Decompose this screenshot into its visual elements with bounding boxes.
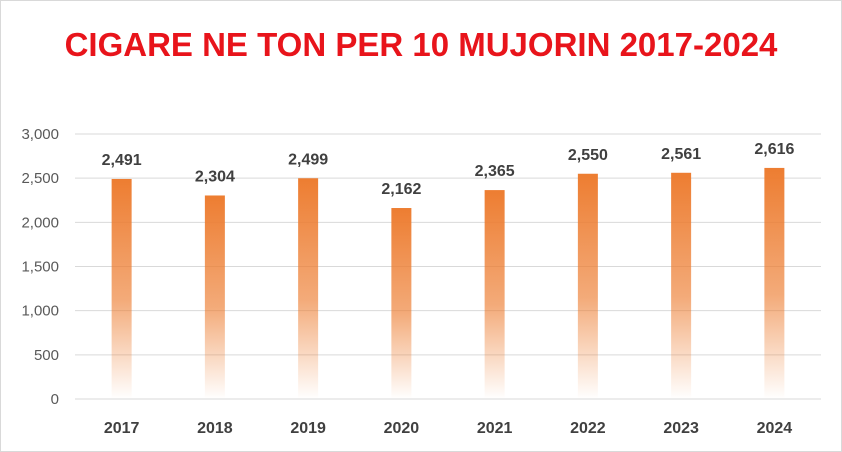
data-label-2019: 2,499 [288,151,328,168]
x-tick-label-2019: 2019 [290,420,326,437]
y-tick-label: 3,000 [21,126,59,143]
bar-2018 [204,195,225,399]
data-label-2024: 2,616 [754,141,794,158]
data-label-2018: 2,304 [195,168,235,185]
y-tick-label: 1,000 [21,303,59,320]
x-axis-ticks: 2017 2018 2019 2020 2021 2022 2023 2024 [104,420,792,437]
y-tick-label: 0 [51,391,59,408]
data-labels: 2,491 2,304 2,499 2,162 2,365 2,550 2,561 2,616 [102,141,795,198]
bar-2021 [484,190,505,399]
y-tick-label: 2,500 [21,170,59,187]
data-label-2020: 2,162 [381,181,421,198]
data-label-2023: 2,561 [661,146,701,163]
bar-2023 [671,172,692,399]
x-tick-label-2021: 2021 [477,420,513,437]
bar-2020 [391,208,412,399]
data-label-2021: 2,365 [475,163,515,180]
bar-2024 [764,167,785,399]
bar-2017 [111,178,132,399]
chart-title: CIGARE NE TON PER 10 MUJORIN 2017-2024 [64,26,778,63]
x-tick-label-2017: 2017 [104,420,140,437]
y-tick-label: 500 [34,347,59,364]
y-axis-ticks: 0 500 1,000 1,500 2,000 2,500 3,000 [21,126,59,408]
x-tick-label-2020: 2020 [384,420,420,437]
data-label-2017: 2,491 [102,152,142,169]
y-tick-label: 1,500 [21,259,59,276]
gridlines [75,133,821,400]
data-label-2022: 2,550 [568,147,608,164]
bar-2022 [577,173,598,399]
x-tick-label-2023: 2023 [663,420,699,437]
y-tick-label: 2,000 [21,214,59,231]
x-tick-label-2024: 2024 [757,420,793,437]
x-tick-label-2018: 2018 [197,420,233,437]
bar-2019 [298,178,319,399]
x-tick-label-2022: 2022 [570,420,606,437]
bars [111,167,785,399]
